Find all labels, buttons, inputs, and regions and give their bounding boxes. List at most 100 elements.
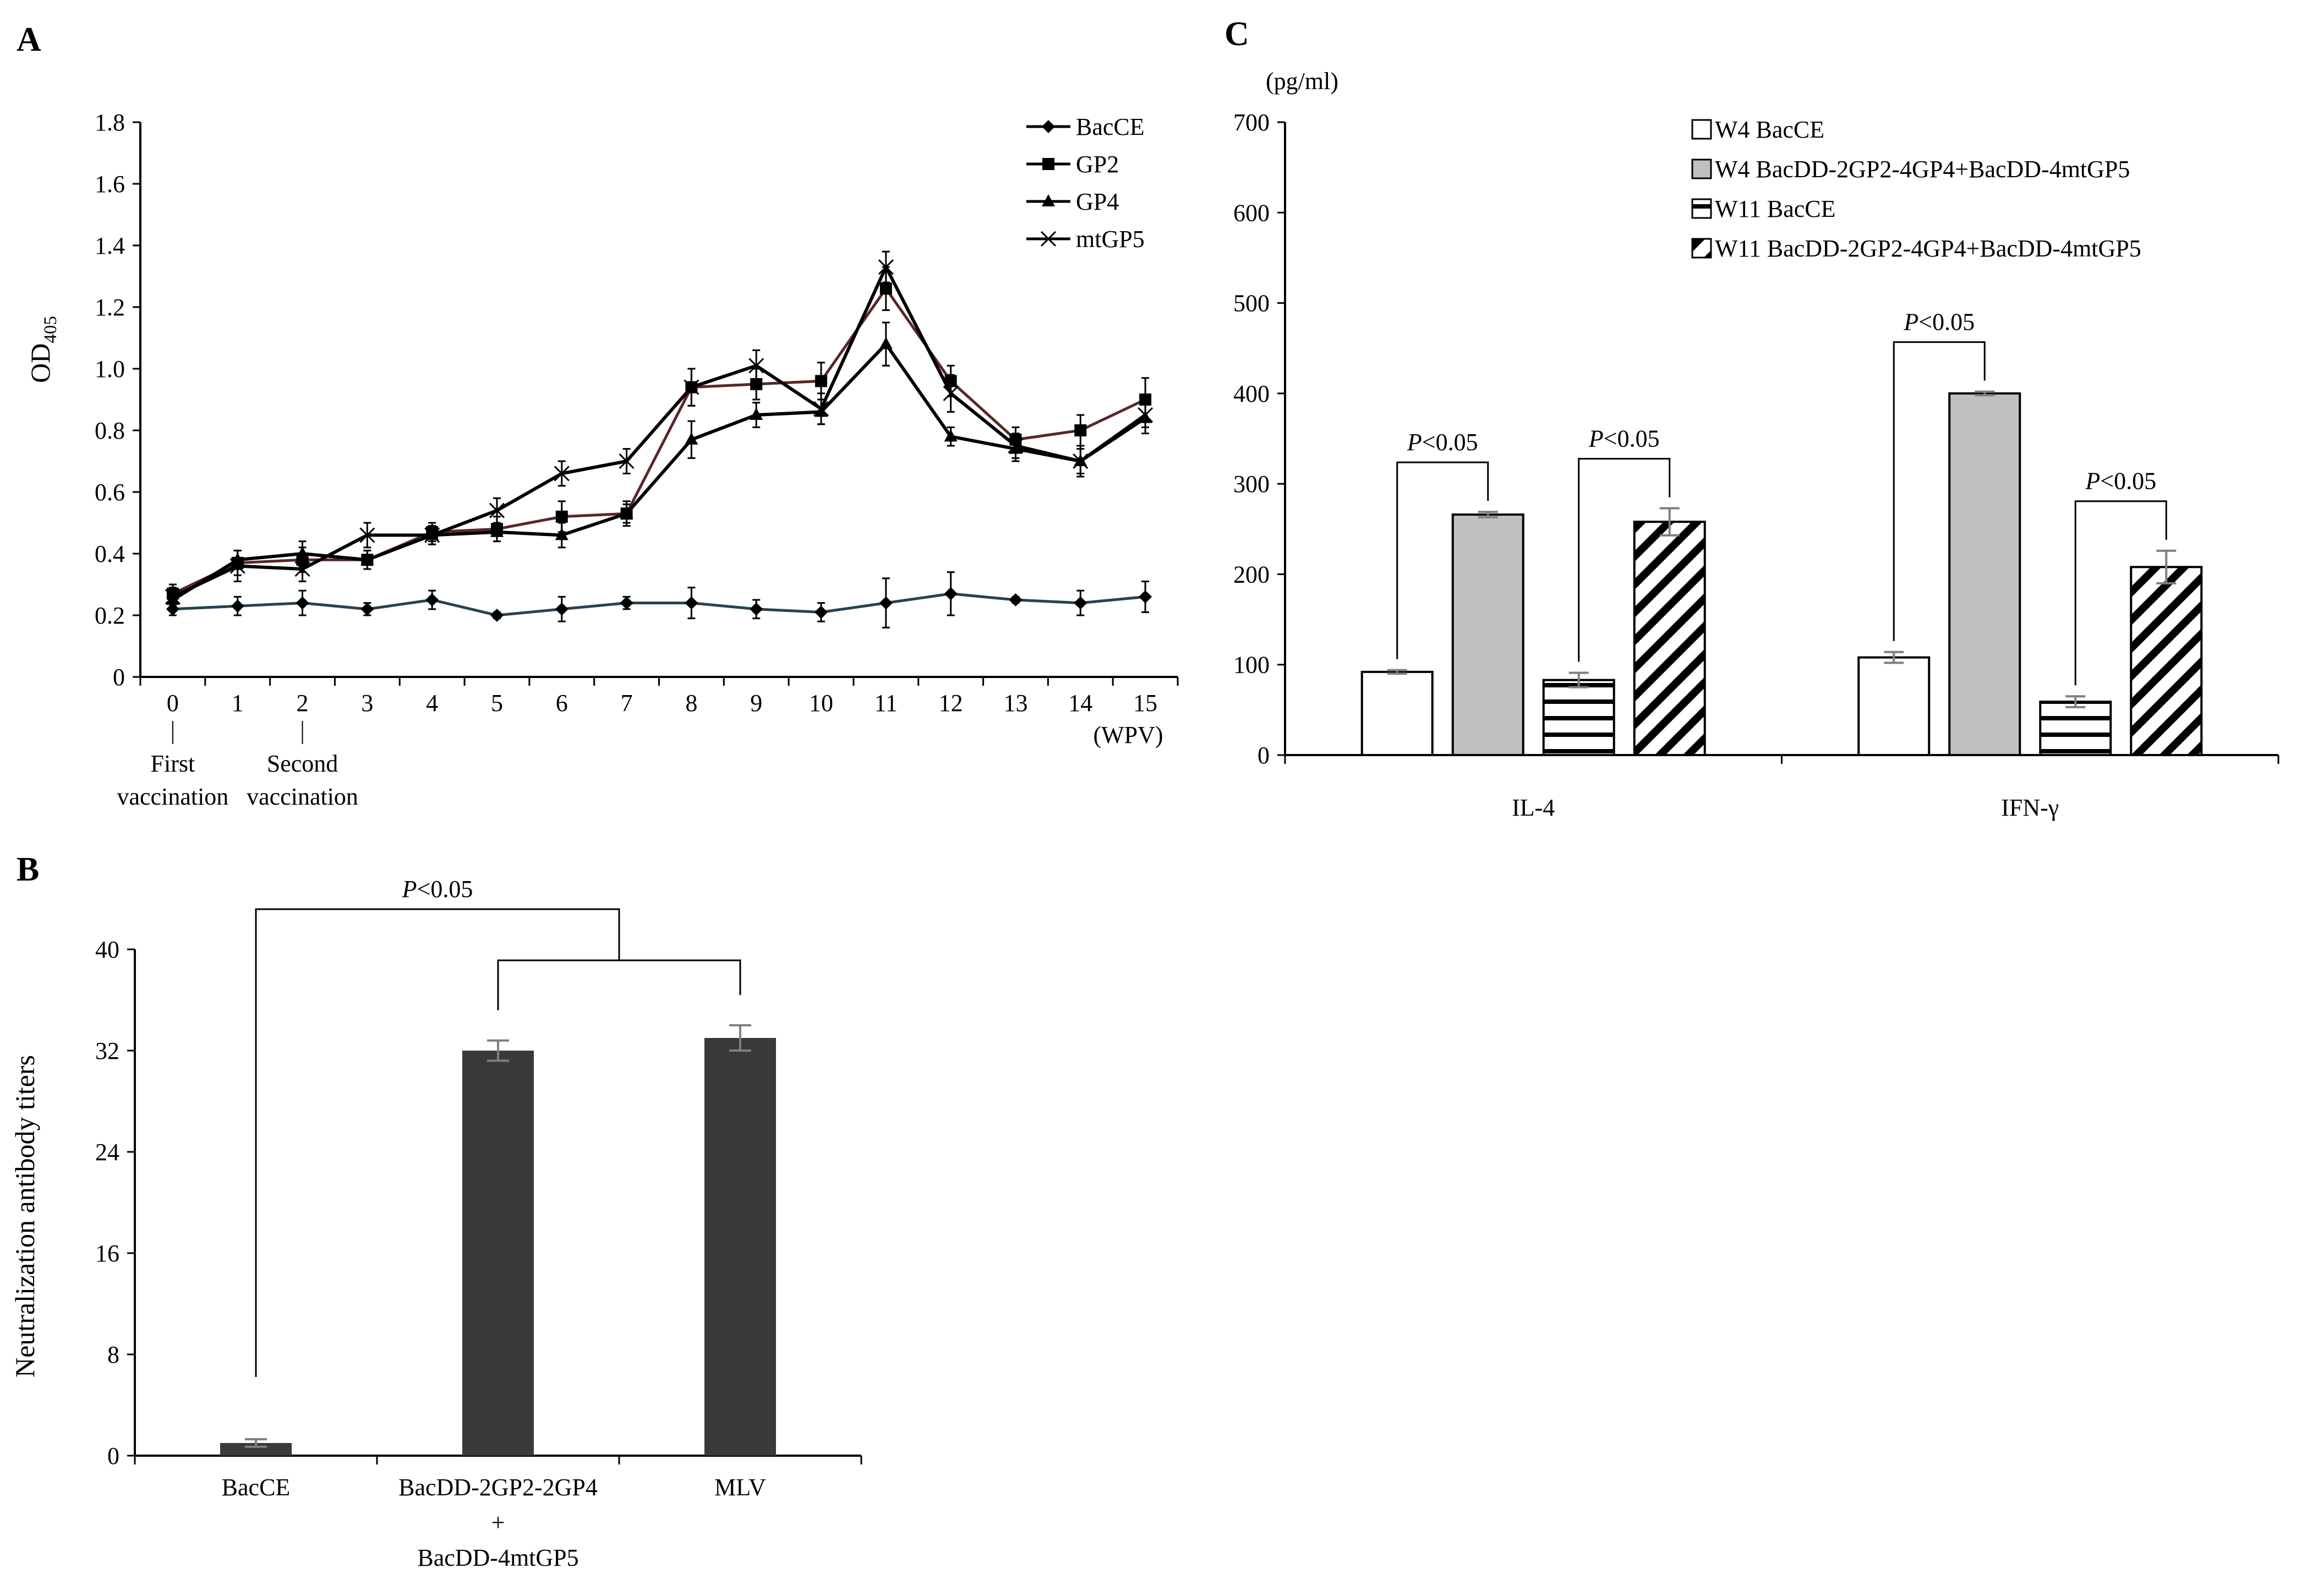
chart-a-point-mtgp5 xyxy=(554,466,570,482)
chart-c-significance-label: P<0.05 xyxy=(1407,429,1478,456)
chart-a-point-mtgp5 xyxy=(165,589,181,605)
chart-c-bar xyxy=(1360,670,1434,757)
chart-c-legend-label: W4 BacCE xyxy=(1715,116,1824,143)
chart-a-y-tick-label: 1.4 xyxy=(95,232,125,259)
chart-a-marker-stroke xyxy=(554,466,570,482)
chart-a-annotation-text: vaccination xyxy=(247,783,358,810)
chart-c-significance-label: P<0.05 xyxy=(1903,309,1975,336)
chart-a-legend-marker xyxy=(1042,120,1055,133)
chart-b-bracket-inner xyxy=(497,959,741,1010)
chart-a-point-mtgp5 xyxy=(359,527,375,543)
chart-c-significance-value: <0.05 xyxy=(1604,425,1660,452)
chart-c-legend-swatch xyxy=(1691,198,1712,219)
chart-c-bar xyxy=(2130,566,2203,757)
chart-a-legend-label: GP4 xyxy=(1076,188,1119,215)
chart-a-point-bacce xyxy=(1074,596,1087,610)
chart-a-marker-stroke xyxy=(619,453,635,469)
chart-a-series xyxy=(165,250,1154,628)
chart-a-marker-stroke xyxy=(229,558,245,574)
panel-label-c: C xyxy=(1224,15,1249,53)
chart-a-y-tick-label: 1.0 xyxy=(95,356,125,382)
chart-a-point-bacce xyxy=(360,602,374,616)
chart-c-x-tick-label: IFN-γ xyxy=(2001,794,2059,821)
chart-a-od405-line-chart: 00.20.40.60.81.01.21.41.61.80 1 2 3 4 5 6 7 8 9 10… xyxy=(25,109,1179,810)
chart-a-point-gp4 xyxy=(555,528,568,540)
chart-c-axes: 0 100 200 300 400 500 600 700 IL-4 IFN-γ xyxy=(1233,109,2279,821)
chart-a-x-tick-label: 1 xyxy=(232,690,244,717)
chart-a-legend-marker xyxy=(1040,231,1057,247)
chart-c-legend-swatch xyxy=(1691,119,1712,140)
chart-b-y-tick-label: 16 xyxy=(95,1240,119,1267)
chart-a-point-gp4 xyxy=(685,432,698,445)
chart-c-legend-swatch xyxy=(1691,158,1712,179)
chart-c-legend-item: W4 BacDD-2GP2-4GP4+BacDD-4mtGP5 xyxy=(1691,156,2130,183)
chart-a-axes: 00.20.40.60.81.01.21.41.61.80 1 2 3 4 5 6 7 8 9 10… xyxy=(95,109,1179,717)
chart-c-significance-p: P xyxy=(1903,309,1918,336)
chart-a-point-bacce xyxy=(555,602,568,616)
chart-a-legend-item-gp4: GP4 xyxy=(1026,188,1119,215)
chart-a-x-tick-label: 5 xyxy=(491,690,503,717)
chart-a-marker-stroke xyxy=(1040,231,1057,247)
chart-c-y-tick-label: 300 xyxy=(1233,471,1270,498)
chart-a-marker-stroke xyxy=(424,527,440,543)
chart-a-line-bacce xyxy=(172,592,1146,617)
chart-b-bar xyxy=(220,1443,292,1456)
chart-c-legend-item: W11 BacDD-2GP2-4GP4+BacDD-4mtGP5 xyxy=(1691,235,2141,262)
chart-a-point-bacce xyxy=(425,593,439,606)
chart-b-x-tick-label: BacDD-2GP2-2GP4 xyxy=(398,1474,598,1501)
chart-b-bar xyxy=(462,1051,534,1456)
chart-a-point-gp4 xyxy=(944,429,958,442)
chart-c-bar xyxy=(1857,656,1931,756)
chart-a-y-tick-label: 0.2 xyxy=(95,602,125,629)
chart-c-bar xyxy=(1948,392,2021,756)
chart-c-significance-p: P xyxy=(1407,429,1422,456)
chart-b-y-tick-label: 0 xyxy=(107,1442,119,1469)
chart-b-x-tick-label: + xyxy=(491,1509,505,1536)
chart-a-legend-label: BacCE xyxy=(1076,113,1145,140)
chart-b-significance-p: P xyxy=(402,876,417,903)
chart-b-significance-value: <0.05 xyxy=(417,876,473,903)
chart-c-bar xyxy=(1451,513,1524,756)
chart-a-marker-stroke xyxy=(294,561,310,577)
chart-a-point-bacce xyxy=(296,596,309,610)
chart-a-y-tick-label: 1.2 xyxy=(95,294,125,321)
chart-c-bar xyxy=(2039,701,2112,756)
chart-c-y-tick-label: 200 xyxy=(1233,561,1270,588)
chart-c-significance: P<0.05 P<0.05P<0.05P<0.05 xyxy=(1396,309,2167,686)
chart-a-line-gp4 xyxy=(172,341,1146,602)
chart-c-y-tick-label: 500 xyxy=(1233,290,1270,317)
chart-a-marker-stroke xyxy=(684,379,699,395)
chart-c-legend-item: W4 BacCE xyxy=(1691,116,1824,143)
chart-a-legend: BacCE GP2 GP4 mtGP5 xyxy=(1026,113,1145,253)
chart-a-y-tick-label: 0.6 xyxy=(95,479,125,506)
chart-b-significance-label: P<0.05 xyxy=(402,876,473,903)
chart-c-x-tick-label: IL-4 xyxy=(1512,794,1555,821)
chart-c-bracket xyxy=(1396,461,1489,659)
chart-a-y-tick-label: 1.6 xyxy=(95,171,125,198)
chart-a-point-bacce xyxy=(814,605,828,619)
chart-a-point-gp2 xyxy=(879,282,892,295)
chart-b-y-tick-label: 40 xyxy=(95,936,119,963)
chart-a-point-mtgp5 xyxy=(229,558,245,574)
chart-b-significance: P<0.05 xyxy=(255,876,741,1377)
chart-c-legend-item: W11 BacCE xyxy=(1691,195,1836,222)
chart-a-point-bacce xyxy=(944,587,958,600)
chart-b-y-tick-label: 32 xyxy=(95,1037,119,1064)
chart-a-marker-stroke xyxy=(165,589,181,605)
chart-a-x-tick-label: 3 xyxy=(361,690,373,717)
chart-b-ylabel: Neutralization antibody titers xyxy=(9,1055,40,1378)
chart-a-point-mtgp5 xyxy=(1073,453,1089,469)
chart-a-marker-stroke xyxy=(1138,407,1154,423)
chart-b-x-tick-label: MLV xyxy=(714,1474,766,1501)
chart-a-point-gp2 xyxy=(815,375,828,387)
chart-a-x-tick-label: 11 xyxy=(874,690,898,717)
chart-a-annotations: First vaccination Second vaccination xyxy=(117,721,358,810)
chart-a-x-tick-label: 15 xyxy=(1133,690,1157,717)
chart-a-x-tick-label: 14 xyxy=(1068,690,1092,717)
chart-c-y-tick-label: 400 xyxy=(1233,380,1270,407)
chart-b-x-tick-label: BacCE xyxy=(222,1474,291,1501)
chart-a-y-tick-label: 0 xyxy=(113,664,125,691)
chart-a-point-mtgp5 xyxy=(619,453,635,469)
